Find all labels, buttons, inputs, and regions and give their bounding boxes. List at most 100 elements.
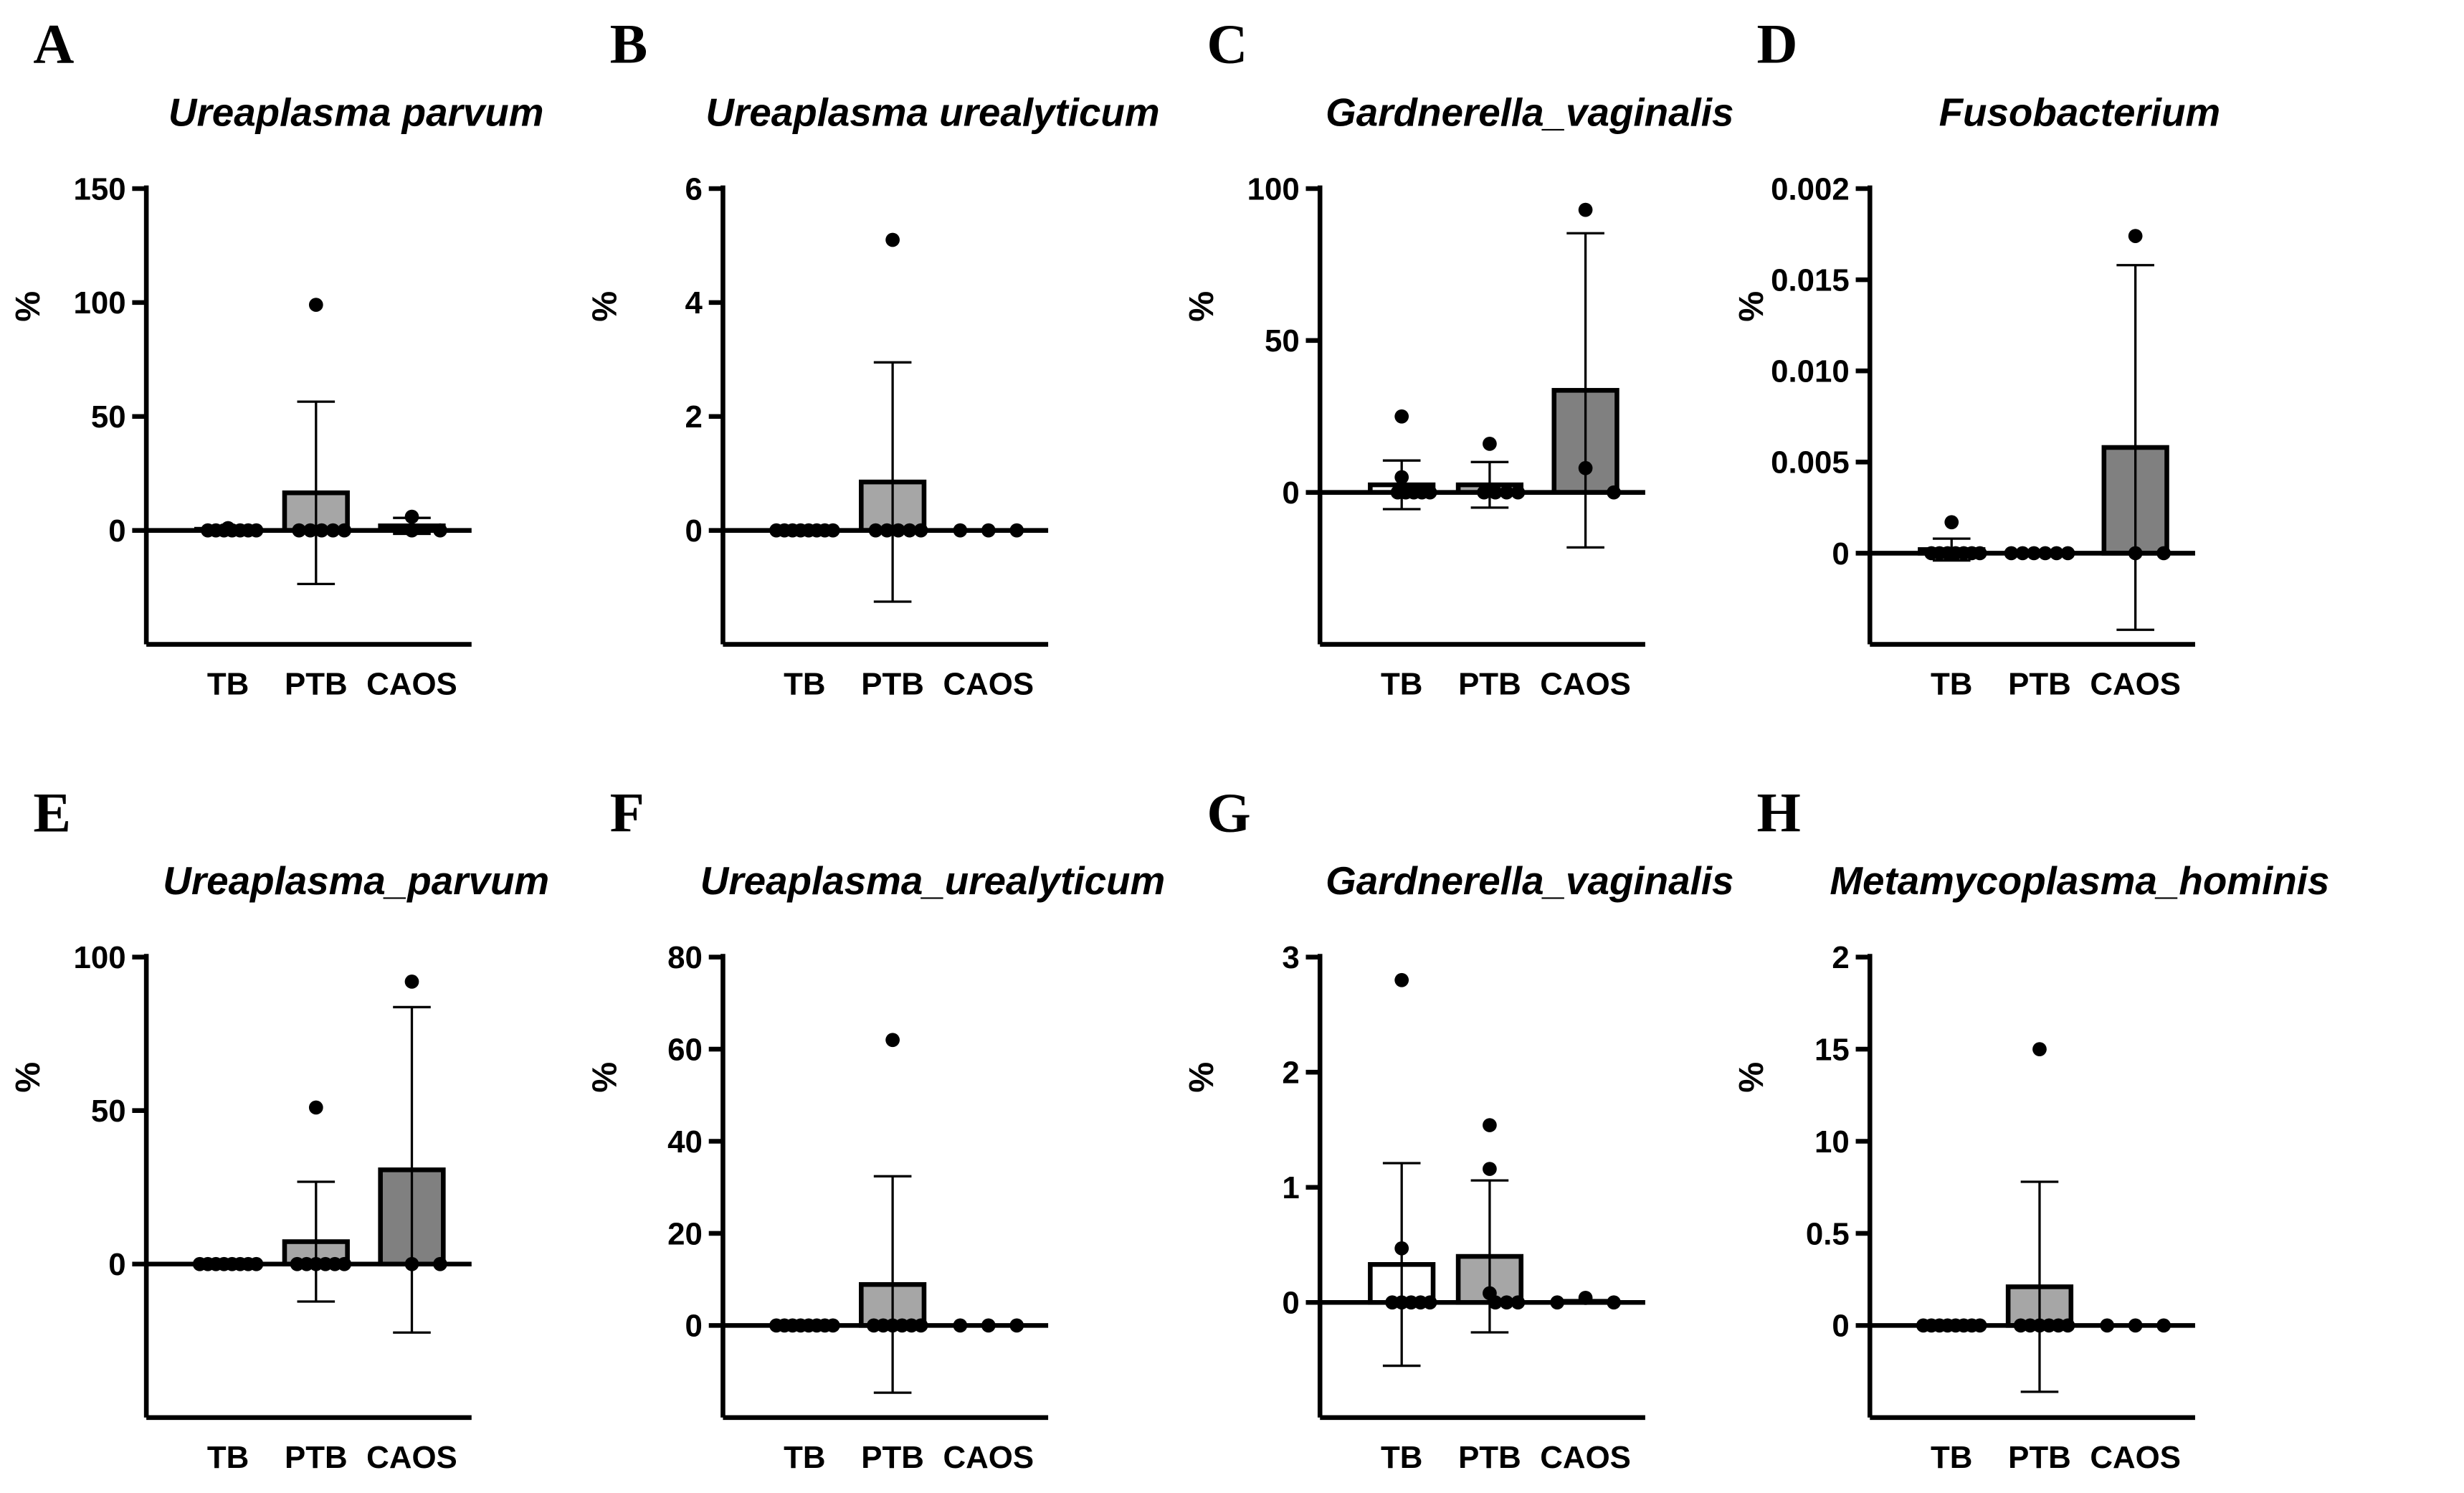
x-tick-label: CAOS	[366, 667, 457, 702]
data-point	[981, 523, 996, 538]
panel-letter: B	[610, 14, 648, 76]
data-point	[308, 1100, 323, 1115]
y-tick-label: 2	[1282, 1056, 1299, 1091]
data-point	[885, 232, 900, 247]
data-point	[1483, 1162, 1497, 1176]
y-tick-label: 150	[73, 171, 125, 207]
data-point	[1394, 1241, 1409, 1256]
data-point	[1488, 485, 1503, 500]
y-tick-label: 40	[667, 1124, 703, 1160]
panel-title: Ureaplasma_parvum	[163, 858, 549, 903]
data-point	[1607, 485, 1621, 500]
x-tick-label: PTB	[2008, 1440, 2071, 1475]
panel-title: Ureaplasma parvum	[168, 90, 544, 134]
y-tick-label: 2	[1832, 940, 1849, 975]
panel: C Gardnerella_vaginalis% 0 50 100 TB PTB CAOS	[1182, 14, 1733, 702]
data-point	[433, 523, 447, 538]
data-point	[1550, 1295, 1565, 1310]
y-tick-label: 4	[685, 285, 703, 321]
y-tick-label: 0	[685, 513, 703, 549]
data-point	[1499, 485, 1514, 500]
error-bar	[2116, 264, 2154, 631]
x-tick-label: TB	[784, 1440, 825, 1475]
x-tick-label: CAOS	[1540, 667, 1631, 702]
y-tick-label: 3	[1282, 940, 1299, 975]
data-point	[2015, 546, 2030, 561]
data-point	[1944, 515, 1959, 530]
y-tick-label: 0	[1832, 536, 1849, 572]
data-point	[1499, 1295, 1514, 1310]
data-point	[1972, 1318, 1987, 1333]
panel-letter: D	[1756, 14, 1797, 76]
error-bar	[873, 361, 912, 603]
panel: A Ureaplasma parvum% 0 50 100 150 TB PTB CAOS	[9, 14, 543, 702]
panel-title: Gardnerella_vaginalis	[1326, 858, 1733, 903]
error-bar	[1382, 1162, 1421, 1368]
panel: E Ureaplasma_parvum% 0 50 100 TB PTB CAOS	[9, 782, 549, 1475]
data-point	[2032, 1042, 2047, 1056]
x-tick-label: PTB	[285, 1440, 348, 1475]
y-tick-label: 0.005	[1771, 445, 1850, 480]
data-point	[1578, 202, 1593, 217]
data-point	[2037, 546, 2052, 561]
y-tick-label: 6	[685, 171, 703, 207]
x-tick-label: CAOS	[943, 667, 1034, 702]
x-tick-label: PTB	[2008, 667, 2071, 702]
data-point	[2060, 546, 2075, 561]
data-point	[981, 1318, 996, 1333]
data-point	[953, 523, 968, 538]
y-axis-label: %	[1732, 1062, 1771, 1093]
data-point	[1483, 1118, 1497, 1132]
y-tick-label: 100	[73, 285, 125, 321]
y-axis-label: %	[9, 1062, 47, 1093]
data-point	[825, 523, 840, 538]
data-point	[325, 523, 341, 538]
y-tick-label: 60	[667, 1032, 703, 1067]
data-point	[2049, 546, 2064, 561]
panel: H Metamycoplasma_hominis% 0 0.5 10 15 2 TB PTB CA…	[1732, 782, 2329, 1475]
y-tick-label: 0.002	[1771, 171, 1850, 207]
y-tick-label: 50	[91, 1094, 126, 1129]
data-point	[404, 523, 419, 538]
y-tick-label: 0.5	[1806, 1216, 1850, 1251]
y-axis-label: %	[585, 291, 624, 322]
data-point	[1394, 972, 1409, 987]
x-tick-label: TB	[1931, 667, 1972, 702]
error-bar	[1566, 232, 1604, 549]
x-tick-label: TB	[207, 667, 249, 702]
y-tick-label: 100	[1247, 171, 1300, 207]
data-point	[913, 1318, 928, 1333]
data-point	[1578, 460, 1593, 475]
data-point	[1607, 1295, 1621, 1310]
y-tick-label: 0	[685, 1309, 703, 1344]
y-tick-label: 15	[1814, 1032, 1850, 1067]
y-tick-label: 50	[1265, 323, 1300, 359]
data-point	[1009, 523, 1024, 538]
y-axis-label: %	[9, 291, 47, 322]
panel-title: Fusobacterium	[1939, 90, 2221, 134]
data-point	[1394, 470, 1409, 485]
x-tick-label: TB	[1931, 1440, 1972, 1475]
y-tick-label: 100	[73, 940, 125, 975]
data-point	[2128, 1318, 2143, 1333]
data-point	[1009, 1318, 1024, 1333]
data-point	[249, 1256, 264, 1271]
panel: D Fusobacterium% 0 0.005 0.010 0.015 0.002 TB PT…	[1732, 14, 2220, 702]
data-point	[1422, 1295, 1437, 1310]
data-point	[337, 523, 352, 538]
error-bar	[393, 1005, 431, 1334]
x-tick-label: PTB	[861, 667, 924, 702]
error-bar	[1470, 1179, 1509, 1334]
x-tick-label: CAOS	[2090, 1440, 2181, 1475]
panel-letter: E	[33, 782, 71, 844]
data-point	[1578, 1290, 1593, 1305]
x-tick-label: TB	[1381, 1440, 1422, 1475]
x-tick-label: CAOS	[943, 1440, 1034, 1475]
error-bar	[297, 1180, 336, 1303]
y-tick-label: 10	[1814, 1124, 1850, 1160]
x-tick-label: CAOS	[2090, 667, 2181, 702]
panel-title: Ureaplasma urealyticum	[705, 90, 1159, 134]
x-tick-label: CAOS	[1540, 1440, 1631, 1475]
data-point	[1477, 485, 1491, 500]
